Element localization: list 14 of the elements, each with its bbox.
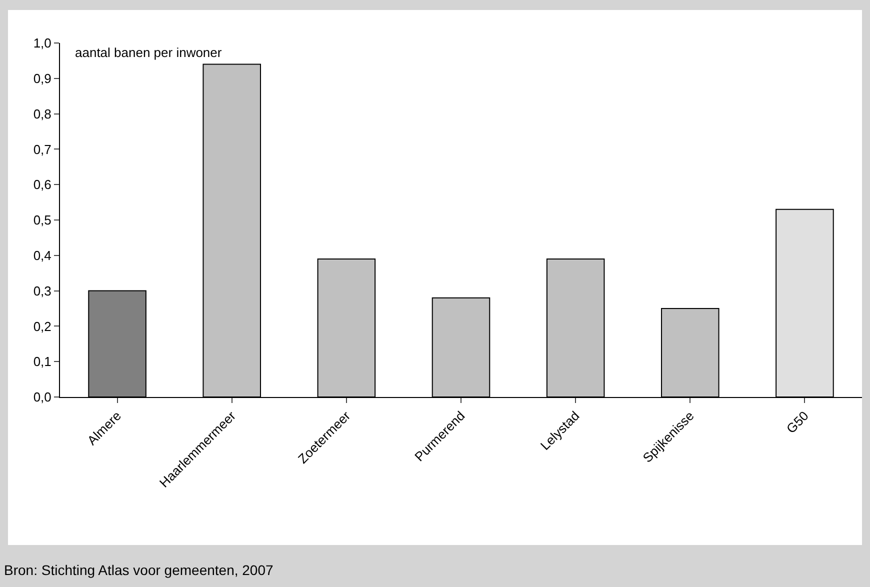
- y-tick-label: 0,8: [33, 106, 52, 122]
- y-tick-label: 0,4: [33, 248, 52, 263]
- y-tick-label: 0,9: [33, 70, 52, 86]
- x-tick-label: G50: [783, 408, 812, 436]
- y-tick-label: 0,5: [33, 212, 52, 228]
- y-tick-label: 0,7: [33, 142, 52, 157]
- y-tick-label: 0,0: [33, 390, 52, 405]
- y-tick-label: 1,0: [33, 36, 52, 51]
- y-axis-title: aantal banen per inwoner: [75, 45, 222, 60]
- y-tick-label: 0,1: [33, 354, 52, 370]
- y-tick-label: 0,2: [33, 318, 52, 334]
- y-tick-label: 0,6: [33, 177, 52, 192]
- text: Bron: Stichting Atlas voor gemeenten, 2007: [4, 562, 274, 578]
- y-tick-label: 0,3: [33, 283, 52, 298]
